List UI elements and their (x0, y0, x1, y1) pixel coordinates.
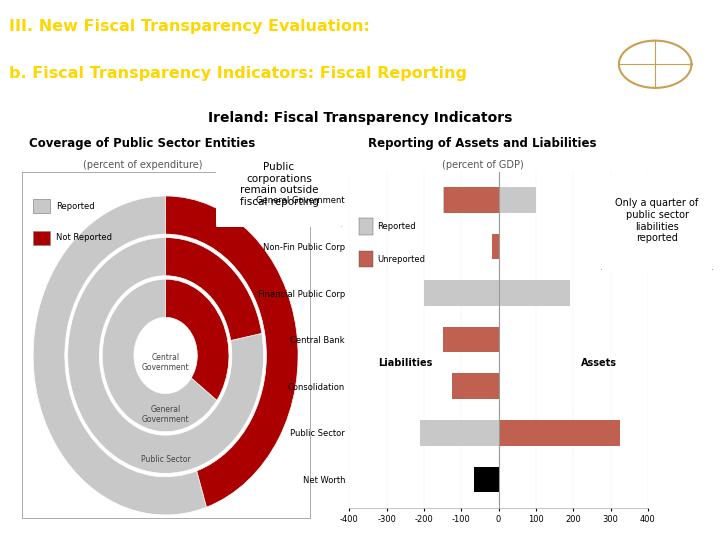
FancyBboxPatch shape (213, 147, 344, 228)
Bar (359, 251, 374, 267)
Text: Only a quarter of
public sector
liabilities
reported: Only a quarter of public sector liabilit… (616, 199, 698, 243)
Wedge shape (33, 196, 207, 515)
Text: (percent of expenditure): (percent of expenditure) (83, 160, 202, 170)
Wedge shape (166, 279, 229, 400)
Wedge shape (166, 238, 262, 341)
Text: Public
corporations
remain outside
fiscal reporting: Public corporations remain outside fisca… (240, 162, 318, 207)
Text: b. Fiscal Transparency Indicators: Fiscal Reporting: b. Fiscal Transparency Indicators: Fisca… (9, 66, 467, 81)
Bar (444, 187, 498, 213)
Text: Coverage of Public Sector Entities: Coverage of Public Sector Entities (30, 137, 256, 150)
FancyBboxPatch shape (599, 174, 715, 272)
Bar (474, 467, 498, 492)
Text: Reporting of Assets and Liabilities: Reporting of Assets and Liabilities (368, 137, 597, 150)
Wedge shape (166, 196, 298, 507)
Bar (443, 187, 498, 213)
Text: Central
Government: Central Government (142, 353, 189, 372)
Bar (33, 231, 50, 245)
Text: Reported: Reported (377, 222, 416, 231)
Bar (498, 420, 551, 445)
Text: Reported: Reported (56, 202, 95, 211)
Bar (359, 219, 374, 235)
Bar (492, 234, 498, 259)
Text: General
Government: General Government (142, 404, 189, 424)
Text: Ireland: Fiscal Transparency Indicators: Ireland: Fiscal Transparency Indicators (208, 111, 512, 125)
Bar (452, 374, 498, 399)
Bar (424, 280, 498, 306)
Text: Public Sector: Public Sector (140, 455, 191, 464)
Wedge shape (102, 279, 217, 431)
Text: Liabilities: Liabilities (378, 358, 433, 368)
Bar (498, 187, 536, 213)
Text: III. New Fiscal Transparency Evaluation:: III. New Fiscal Transparency Evaluation: (9, 19, 370, 34)
Text: Assets: Assets (582, 358, 618, 368)
Bar (420, 420, 498, 445)
Bar (498, 280, 570, 306)
Bar (443, 327, 498, 353)
Text: Not Reported: Not Reported (56, 233, 112, 242)
Text: (percent of GDP): (percent of GDP) (441, 160, 523, 170)
Bar (498, 420, 620, 445)
Text: Unreported: Unreported (377, 255, 426, 264)
Text: FAD: FAD (633, 11, 678, 31)
Bar (33, 199, 50, 213)
Wedge shape (68, 238, 264, 474)
